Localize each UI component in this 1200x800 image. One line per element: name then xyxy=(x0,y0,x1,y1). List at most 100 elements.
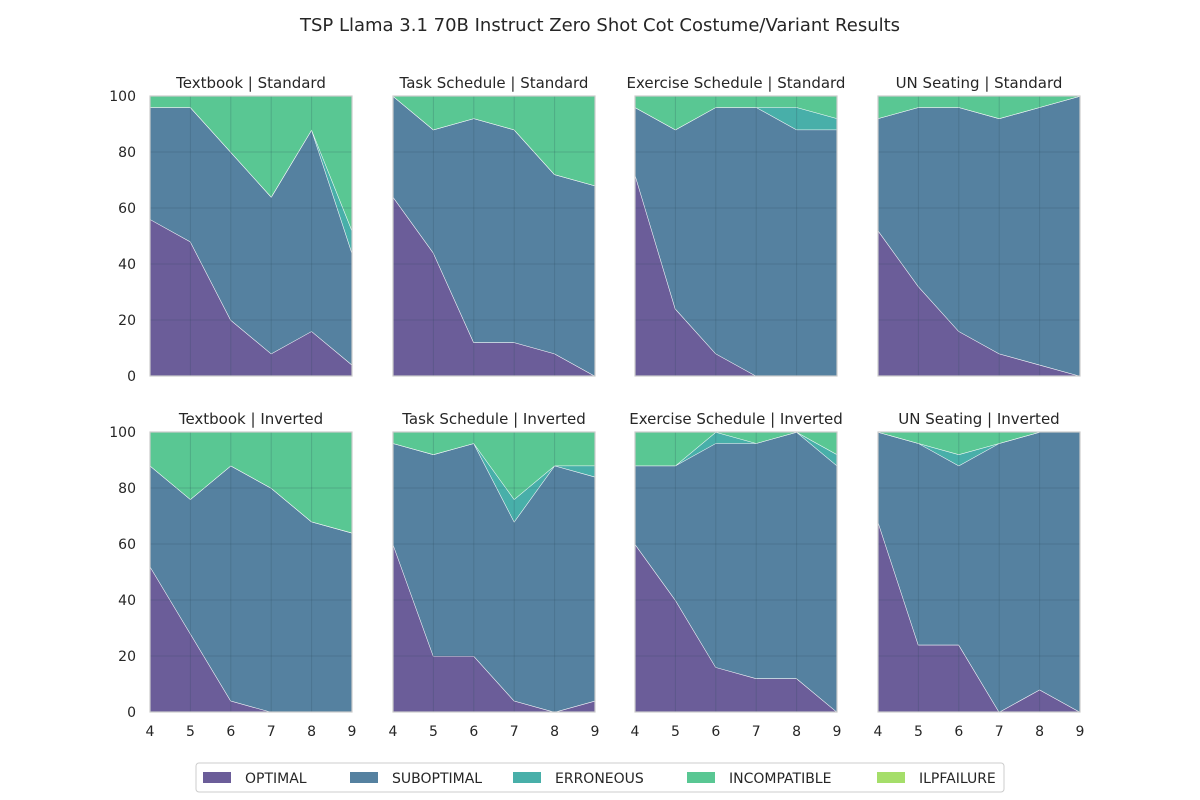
x-tick-label: 4 xyxy=(874,724,883,740)
x-tick-label: 7 xyxy=(510,724,519,740)
area-optimal xyxy=(393,544,595,712)
x-tick-label: 8 xyxy=(792,724,801,740)
panel-title: UN Seating | Inverted xyxy=(898,410,1059,428)
y-tick-label: 100 xyxy=(109,89,136,105)
area-suboptimal xyxy=(150,107,352,365)
x-tick-label: 6 xyxy=(226,724,235,740)
x-tick-label: 8 xyxy=(1035,724,1044,740)
panel-textbook-inverted: Textbook | Inverted 0 20 40 60 80 100 4 5 6 7 8 9 xyxy=(109,410,356,740)
area-suboptimal xyxy=(878,96,1080,376)
area-optimal xyxy=(150,566,352,712)
y-tick-label: 40 xyxy=(118,593,136,609)
y-tick-label: 0 xyxy=(127,369,136,385)
x-tick-label: 7 xyxy=(752,724,761,740)
area-erroneous xyxy=(393,443,595,522)
x-tick-label: 4 xyxy=(631,724,640,740)
area-incompatible xyxy=(393,432,595,500)
y-tick-label: 60 xyxy=(118,201,136,217)
figure-title: TSP Llama 3.1 70B Instruct Zero Shot Cot… xyxy=(299,15,900,36)
x-tick-label: 6 xyxy=(711,724,720,740)
panel-title: Exercise Schedule | Inverted xyxy=(629,410,843,428)
y-tick-label: 100 xyxy=(109,425,136,441)
x-tick-label: 5 xyxy=(914,724,923,740)
y-tick-label: 80 xyxy=(118,481,136,497)
legend-swatch-incompatible xyxy=(687,772,715,783)
legend-swatch-suboptimal xyxy=(350,772,378,783)
x-tick-label: 4 xyxy=(389,724,398,740)
panel-title: Task Schedule | Standard xyxy=(399,74,589,92)
area-erroneous xyxy=(635,107,837,130)
y-tick-label: 0 xyxy=(127,705,136,721)
panel-frame xyxy=(392,95,596,377)
panel-frame xyxy=(149,95,353,377)
panel-exercise-schedule-inverted: Exercise Schedule | Inverted 4 5 6 7 8 9 xyxy=(629,410,843,740)
x-tick-label: 9 xyxy=(833,724,842,740)
y-tick-label: 40 xyxy=(118,257,136,273)
panel-title: Task Schedule | Inverted xyxy=(401,410,586,428)
y-tick-label: 60 xyxy=(118,537,136,553)
panel-title: Exercise Schedule | Standard xyxy=(627,74,846,92)
legend-label-suboptimal: SUBOPTIMAL xyxy=(392,771,482,787)
legend-label-optimal: OPTIMAL xyxy=(245,771,307,787)
x-tick-label: 6 xyxy=(469,724,478,740)
y-tick-label: 20 xyxy=(118,313,136,329)
x-tick-label: 7 xyxy=(267,724,276,740)
area-incompatible xyxy=(878,96,1080,119)
panel-title: Textbook | Inverted xyxy=(178,410,323,428)
area-optimal xyxy=(635,174,837,376)
panel-title: UN Seating | Standard xyxy=(896,74,1063,92)
panel-un-seating-inverted: UN Seating | Inverted 4 5 6 7 8 9 xyxy=(874,410,1085,740)
x-tick-label: 6 xyxy=(954,724,963,740)
panel-un-seating-standard: UN Seating | Standard xyxy=(877,74,1081,377)
area-optimal xyxy=(635,544,837,712)
x-tick-label: 4 xyxy=(146,724,155,740)
area-incompatible xyxy=(393,96,595,186)
panel-frame xyxy=(634,95,838,377)
y-tick-label: 20 xyxy=(118,649,136,665)
area-optimal xyxy=(878,230,1080,376)
x-tick-label: 5 xyxy=(671,724,680,740)
area-suboptimal xyxy=(878,432,1080,712)
x-tick-label: 9 xyxy=(591,724,600,740)
area-incompatible xyxy=(635,96,837,130)
panel-textbook-standard: Textbook | Standard 0 20 40 60 80 100 xyxy=(109,74,353,385)
x-tick-label: 7 xyxy=(995,724,1004,740)
area-erroneous xyxy=(635,432,837,466)
area-suboptimal xyxy=(393,96,595,376)
area-incompatible xyxy=(635,432,837,466)
area-suboptimal xyxy=(635,107,837,376)
legend-label-ilpfailure: ILPFAILURE xyxy=(919,771,996,787)
panel-task-schedule-inverted: Task Schedule | Inverted 4 5 6 7 8 9 xyxy=(389,410,600,740)
area-suboptimal xyxy=(150,465,352,712)
panel-exercise-schedule-standard: Exercise Schedule | Standard xyxy=(627,74,846,377)
area-suboptimal xyxy=(393,443,595,712)
area-suboptimal xyxy=(635,432,837,712)
panel-frame xyxy=(392,431,596,713)
panel-frame xyxy=(877,431,1081,713)
area-incompatible xyxy=(150,96,352,231)
panel-frame xyxy=(634,431,838,713)
legend-label-incompatible: INCOMPATIBLE xyxy=(729,771,831,787)
x-tick-label: 8 xyxy=(550,724,559,740)
legend-swatch-optimal xyxy=(203,772,231,783)
legend-frame xyxy=(195,762,1005,793)
x-tick-label: 8 xyxy=(307,724,316,740)
area-optimal xyxy=(393,196,595,376)
legend: OPTIMAL SUBOPTIMAL ERRONEOUS INCOMPATIBLE IL… xyxy=(195,762,1005,793)
x-tick-label: 5 xyxy=(186,724,195,740)
x-tick-label: 9 xyxy=(1076,724,1085,740)
panel-task-schedule-standard: Task Schedule | Standard xyxy=(392,74,596,377)
panel-title: Textbook | Standard xyxy=(175,74,326,92)
x-tick-label: 5 xyxy=(429,724,438,740)
legend-swatch-ilpfailure xyxy=(877,772,905,783)
panel-frame xyxy=(877,95,1081,377)
y-tick-label: 80 xyxy=(118,145,136,161)
area-incompatible xyxy=(150,432,352,533)
x-tick-label: 9 xyxy=(348,724,357,740)
area-edge-erroneous xyxy=(877,95,1081,119)
panel-frame xyxy=(149,431,353,713)
area-optimal xyxy=(150,219,352,376)
legend-label-erroneous: ERRONEOUS xyxy=(555,771,644,787)
